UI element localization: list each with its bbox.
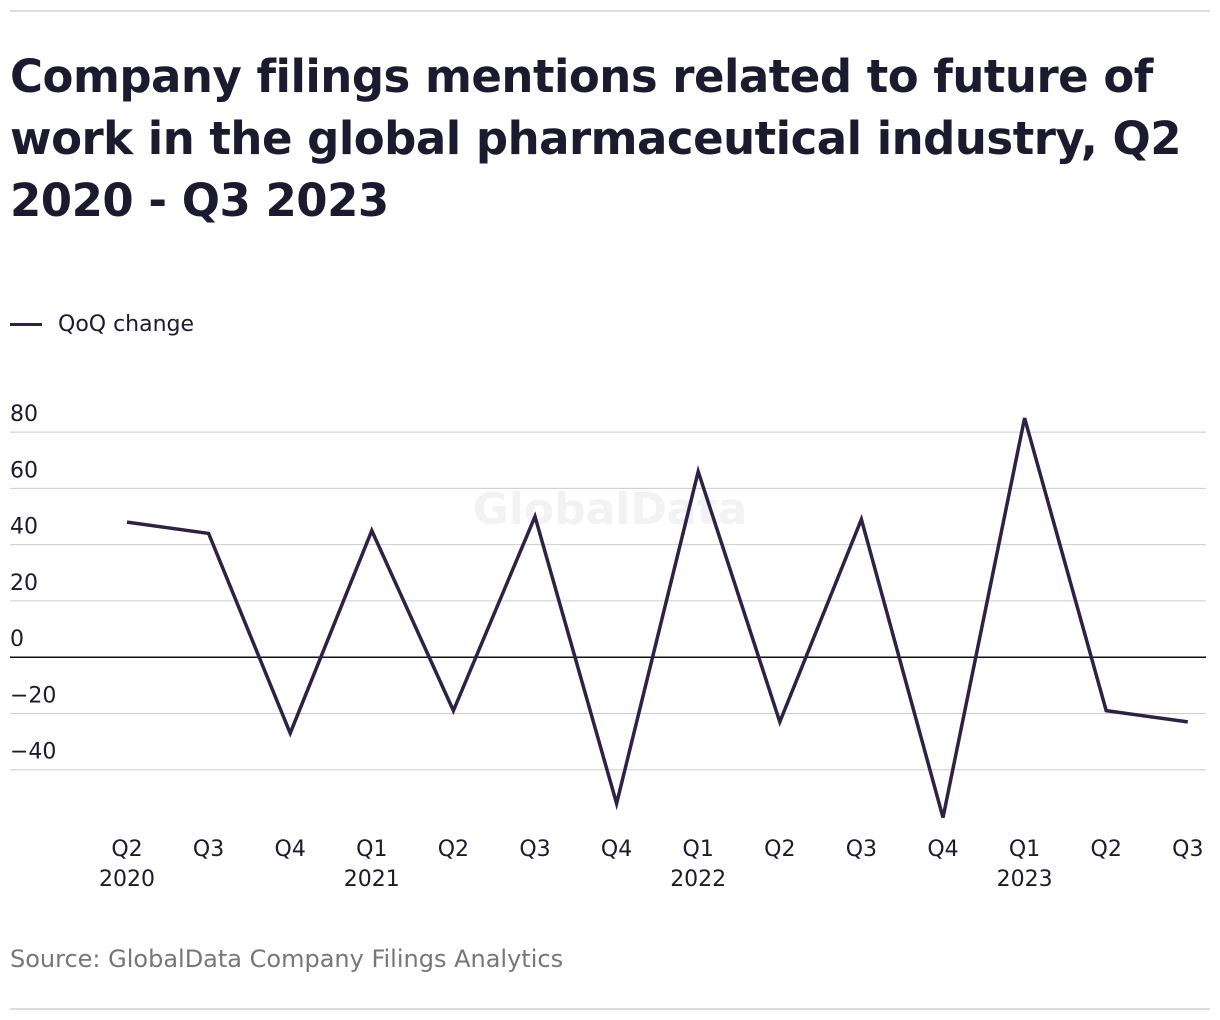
y-tick-label: −40 [10,740,56,765]
x-tick-label: Q3 [845,837,878,862]
legend: QoQ change [10,312,194,337]
x-tick-label: Q3 [1172,837,1204,862]
x-tick-label: Q4 [274,837,306,862]
x-tick-label: Q2 [764,837,796,862]
top-rule [10,10,1210,12]
bottom-rule [10,1008,1210,1010]
watermark: GlobalData [473,484,748,535]
x-tick-label: Q1 2023 [996,837,1053,892]
y-tick-label: −20 [10,683,56,708]
x-tick-label: Q1 2021 [343,837,400,892]
y-tick-label: 60 [10,458,38,483]
x-tick-label: Q3 [519,837,551,862]
x-tick-label: Q2 2020 [99,837,155,892]
x-tick-label: Q4 [600,837,633,862]
x-tick-label: Q3 [192,837,225,862]
legend-label: QoQ change [58,312,195,337]
x-tick-label: Q2 [1090,837,1122,862]
x-tick-label: Q2 [437,837,470,862]
data-line [126,417,1189,819]
chart-title: Company filings mentions related to futu… [10,50,1182,227]
source: Source: GlobalData Company Filings Analy… [10,945,564,973]
legend-swatch [10,323,42,326]
y-tick-label: 0 [10,627,24,652]
y-tick-label: 20 [10,571,38,596]
x-tick-label: Q1 2022 [670,837,727,892]
y-tick-label: 80 [10,402,38,427]
y-tick-label: 40 [10,515,38,540]
x-tick-label: Q4 [927,837,959,862]
